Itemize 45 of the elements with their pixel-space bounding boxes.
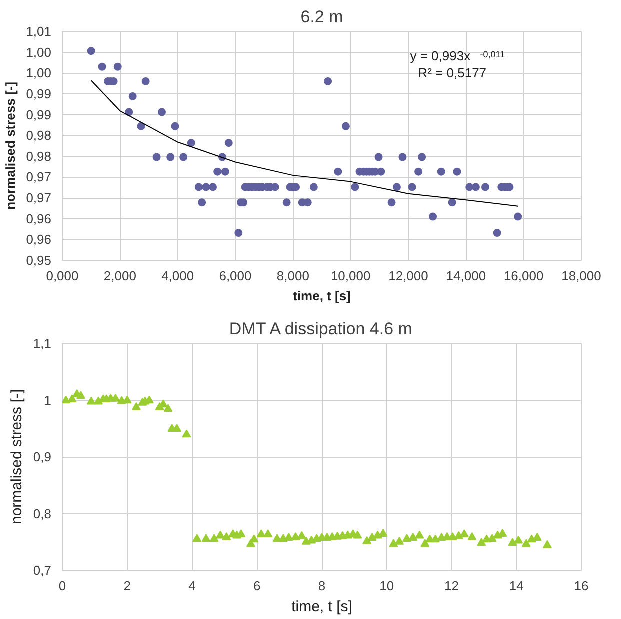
- x-tick-label: 0: [58, 578, 66, 594]
- x-tick-label: 16,000: [504, 268, 544, 284]
- x-tick-label: 6: [254, 578, 261, 594]
- x-tick-label: 16: [574, 578, 589, 594]
- x-tick-label: 12: [444, 578, 459, 594]
- x-tick-label: 0,000: [46, 268, 79, 284]
- annotation: R² = 0,5177: [418, 66, 487, 81]
- y-tick-label: 0,7: [33, 563, 52, 578]
- y-tick-label: 1,00: [26, 44, 52, 60]
- y-tick-label: 1,1: [33, 336, 52, 351]
- y-tick-label: 0,97: [26, 190, 52, 206]
- x-tick-label: 4: [188, 578, 196, 594]
- x-tick-label: 6,000: [219, 268, 252, 284]
- x-tick-label: 14,000: [446, 268, 486, 284]
- x-tick-label: 14: [509, 578, 524, 594]
- y-tick-label: 0,8: [33, 506, 52, 522]
- x-tick-label: 12,000: [388, 268, 428, 284]
- y-tick-label: 1,01: [26, 24, 52, 39]
- x-tick-label: 8,000: [276, 268, 310, 284]
- chart-title: DMT A dissipation 4.6 m: [229, 320, 412, 338]
- x-tick-label: 10: [380, 578, 394, 594]
- annotation: y = 0,993x-0,011: [410, 48, 506, 64]
- y-axis-title: normalised stress [-]: [3, 82, 18, 210]
- y-tick-label: 0,98: [26, 128, 52, 144]
- y-tick-label: 0,96: [26, 211, 52, 226]
- y-tick-label: 0,99: [26, 86, 52, 102]
- chart-title: 6.2 m: [300, 8, 344, 26]
- x-tick-label: 8: [318, 578, 326, 594]
- line-series: [90, 80, 519, 207]
- x-tick-label: 2,000: [104, 268, 136, 284]
- x-tick-label: 4,000: [162, 268, 194, 284]
- x-tick-label: 10,000: [330, 268, 371, 284]
- x-tick-label: 2: [124, 578, 131, 594]
- y-tick-label: 1,00: [26, 66, 52, 81]
- y-tick-label: 0,95: [26, 253, 52, 268]
- y-tick-label: 0,99: [26, 107, 52, 122]
- y-tick-label: 0,97: [26, 170, 52, 185]
- y-tick-label: 0,98: [26, 148, 52, 164]
- x-axis-title: time, t [s]: [292, 598, 352, 616]
- x-tick-label: 18,000: [562, 268, 602, 284]
- x-axis-title: time, t [s]: [293, 288, 351, 304]
- y-tick-label: 1: [44, 392, 52, 408]
- y-tick-label: 0,9: [33, 450, 52, 464]
- y-axis-title: normalised stress [-]: [8, 389, 26, 525]
- y-tick-label: 0,96: [26, 232, 52, 248]
